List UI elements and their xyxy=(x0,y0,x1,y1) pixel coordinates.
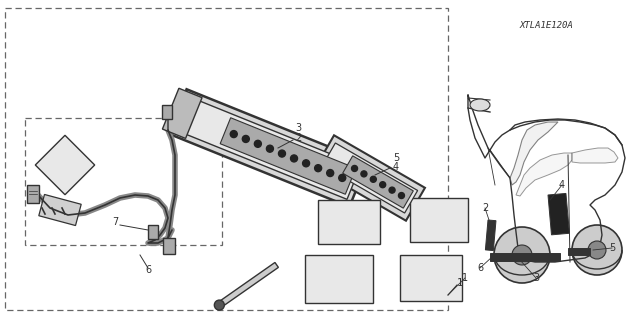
Text: 2: 2 xyxy=(295,133,301,143)
Bar xyxy=(485,220,496,251)
Polygon shape xyxy=(35,135,95,195)
Text: 3: 3 xyxy=(295,123,301,133)
Text: 5: 5 xyxy=(393,153,399,163)
Circle shape xyxy=(389,187,395,193)
Bar xyxy=(548,193,570,235)
Text: XTLA1E120A: XTLA1E120A xyxy=(519,20,573,29)
Text: 7: 7 xyxy=(112,217,118,227)
Circle shape xyxy=(266,145,273,152)
Circle shape xyxy=(339,174,346,182)
Text: 4: 4 xyxy=(559,180,565,190)
Text: 2: 2 xyxy=(482,203,488,213)
Text: 1: 1 xyxy=(462,273,468,283)
Circle shape xyxy=(399,193,404,198)
Circle shape xyxy=(303,160,310,167)
Circle shape xyxy=(230,130,237,137)
Polygon shape xyxy=(315,135,425,221)
Circle shape xyxy=(243,136,250,143)
Text: 1: 1 xyxy=(457,278,463,288)
Circle shape xyxy=(214,300,225,310)
Text: 6: 6 xyxy=(145,265,151,275)
Circle shape xyxy=(278,150,285,157)
Circle shape xyxy=(361,171,367,177)
Polygon shape xyxy=(510,122,558,185)
Circle shape xyxy=(291,155,298,162)
Polygon shape xyxy=(163,88,202,138)
Bar xyxy=(5,8,448,310)
Bar xyxy=(490,253,560,261)
Polygon shape xyxy=(168,89,367,207)
Bar xyxy=(410,198,468,242)
Bar xyxy=(162,105,172,119)
Circle shape xyxy=(588,241,606,259)
Polygon shape xyxy=(342,156,413,208)
Bar xyxy=(400,255,462,301)
Circle shape xyxy=(380,182,386,188)
Circle shape xyxy=(315,165,322,172)
Circle shape xyxy=(326,169,333,176)
Bar xyxy=(305,255,373,303)
Text: 6: 6 xyxy=(477,263,483,273)
Polygon shape xyxy=(572,148,618,163)
Text: 5: 5 xyxy=(609,243,615,253)
Polygon shape xyxy=(323,143,418,213)
Bar xyxy=(568,248,590,255)
Circle shape xyxy=(351,166,358,171)
Circle shape xyxy=(254,140,261,147)
Bar xyxy=(25,118,222,245)
Polygon shape xyxy=(220,118,356,194)
Polygon shape xyxy=(218,263,278,308)
Circle shape xyxy=(371,176,376,182)
Text: 4: 4 xyxy=(393,162,399,172)
Ellipse shape xyxy=(470,99,490,111)
Circle shape xyxy=(494,227,550,283)
Polygon shape xyxy=(175,97,360,199)
Circle shape xyxy=(512,245,532,265)
Text: 3: 3 xyxy=(533,273,539,283)
Bar xyxy=(27,185,39,203)
Bar xyxy=(163,238,175,254)
Bar xyxy=(318,200,380,244)
Polygon shape xyxy=(39,195,81,226)
Bar xyxy=(148,225,158,239)
Circle shape xyxy=(572,225,622,275)
Polygon shape xyxy=(516,153,572,196)
